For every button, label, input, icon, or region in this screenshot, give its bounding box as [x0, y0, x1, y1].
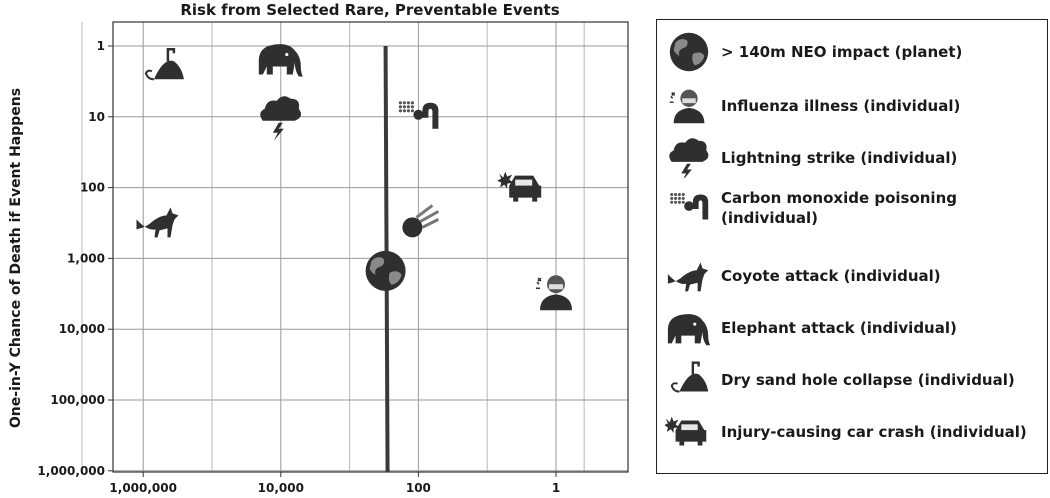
- legend-item: Influenza illness (individual): [657, 86, 1049, 126]
- lightning-cloud-icon: [669, 138, 709, 178]
- legend-label: Injury-causing car crash (individual): [721, 423, 1027, 441]
- y-tick-label: 100,000: [50, 393, 105, 407]
- y-tick-label: 1,000,000: [37, 464, 105, 478]
- data-point-flu-person-icon: [536, 275, 572, 311]
- y-tick-label: 10: [88, 110, 105, 124]
- sand-hole-icon: [670, 361, 709, 393]
- legend-item: > 140m NEO impact (planet): [657, 32, 1049, 72]
- coyote-icon: [667, 262, 709, 292]
- data-point-lightning-cloud-icon: [260, 96, 302, 141]
- data-point-car-crash-icon: [497, 171, 542, 202]
- data-point-sand-hole-icon: [144, 48, 184, 81]
- y-tick-label: 1: [97, 39, 105, 53]
- elephant-icon: [667, 314, 711, 346]
- legend-label: Carbon monoxide poisoning (individual): [721, 189, 957, 227]
- data-point-gas-pipe-icon: [398, 101, 439, 129]
- legend-label: Influenza illness (individual): [721, 97, 961, 115]
- data-point-earth-icon: [365, 250, 406, 291]
- car-crash-icon: [665, 416, 707, 446]
- legend-item: Elephant attack (individual): [657, 308, 1049, 348]
- legend-label: Elephant attack (individual): [721, 319, 957, 337]
- chart-title: Risk from Selected Rare, Preventable Eve…: [180, 1, 559, 19]
- legend-item: Injury-causing car crash (individual): [657, 412, 1049, 452]
- legend-label: > 140m NEO impact (planet): [721, 43, 963, 61]
- flu-person-icon: [669, 89, 705, 124]
- x-tick-label: 1,000,000: [109, 481, 177, 495]
- legend-label: Lightning strike (individual): [721, 149, 958, 167]
- plot-area-frame: [112, 21, 629, 473]
- legend-item: Lightning strike (individual): [657, 138, 1049, 178]
- x-tick-label: 1: [552, 481, 560, 495]
- data-point-coyote-icon: [136, 207, 179, 238]
- x-tick-label: 10,000: [258, 481, 304, 495]
- legend: > 140m NEO impact (planet) Influenza illn…: [656, 19, 1048, 474]
- y-tick-label: 100: [80, 181, 105, 195]
- y-tick-label: 1,000: [67, 251, 105, 265]
- chart: Risk from Selected Rare, Preventable Eve…: [8, 1, 629, 495]
- x-tick-label: 100: [406, 481, 431, 495]
- earth-icon: [669, 32, 709, 72]
- gas-pipe-icon: [670, 193, 709, 220]
- y-tick-label: 10,000: [59, 322, 105, 336]
- data-point-elephant-icon: [258, 44, 303, 77]
- y-axis-label: One-in-Y Chance of Death if Event Happen…: [8, 88, 24, 428]
- legend-label: Coyote attack (individual): [721, 267, 941, 285]
- legend-item: Dry sand hole collapse (individual): [657, 360, 1049, 400]
- legend-item: Carbon monoxide poisoning (individual): [657, 188, 1049, 228]
- legend-label: Dry sand hole collapse (individual): [721, 371, 1015, 389]
- legend-item: Coyote attack (individual): [657, 256, 1049, 296]
- data-point-asteroid-icon: [402, 204, 440, 238]
